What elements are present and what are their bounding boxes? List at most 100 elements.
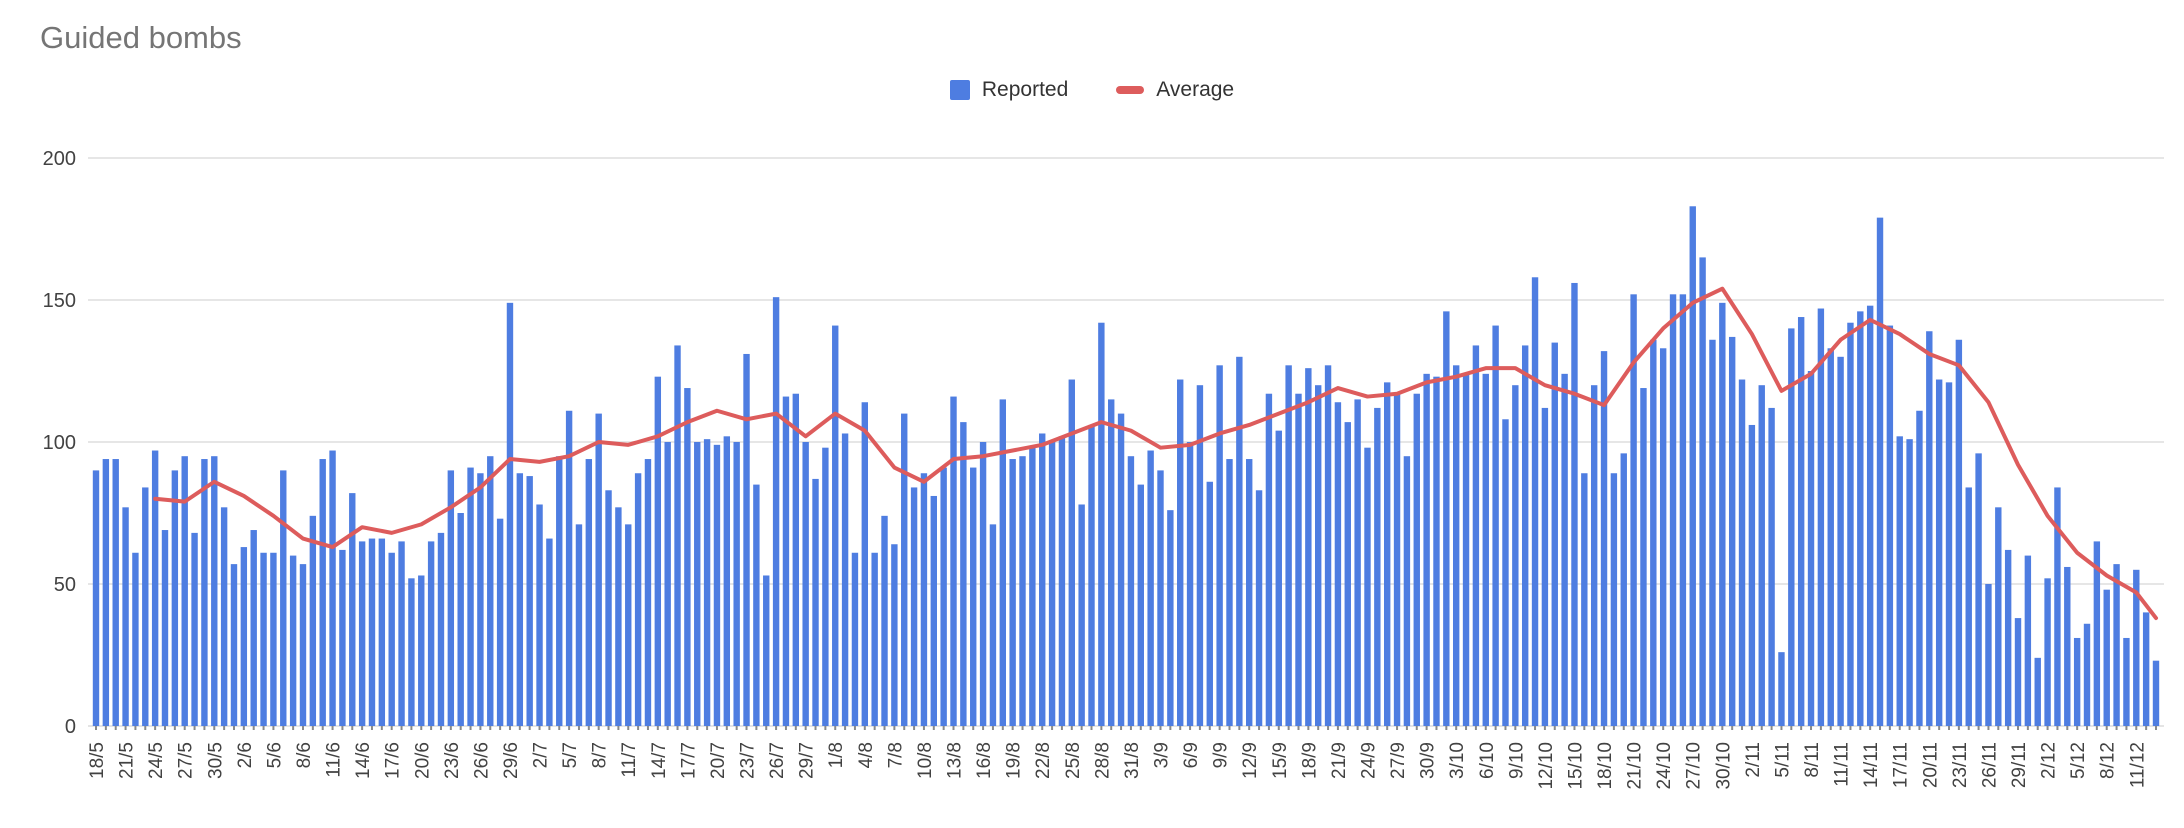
bar[interactable]: [1748, 424, 1756, 726]
bar[interactable]: [585, 459, 593, 726]
bar[interactable]: [260, 552, 267, 726]
bar[interactable]: [1265, 393, 1273, 726]
bar[interactable]: [1334, 402, 1342, 726]
bar[interactable]: [1413, 393, 1420, 726]
bar[interactable]: [634, 473, 642, 726]
bar[interactable]: [1541, 407, 1549, 726]
bar[interactable]: [1650, 339, 1657, 726]
bar[interactable]: [1669, 294, 1677, 726]
bar[interactable]: [763, 575, 770, 726]
bar[interactable]: [1926, 331, 1933, 726]
bar[interactable]: [181, 456, 188, 726]
bar[interactable]: [733, 442, 740, 726]
bar[interactable]: [2064, 566, 2071, 726]
bar[interactable]: [506, 302, 514, 726]
bar[interactable]: [1186, 442, 1194, 726]
bar[interactable]: [378, 538, 386, 726]
bar[interactable]: [1866, 305, 1874, 726]
bar[interactable]: [2123, 637, 2130, 726]
bar[interactable]: [211, 456, 218, 726]
bar[interactable]: [142, 487, 149, 726]
legend-item-reported[interactable]: Reported: [949, 78, 1068, 102]
bar[interactable]: [1551, 342, 1558, 726]
bar[interactable]: [1167, 510, 1174, 726]
bar[interactable]: [1098, 322, 1105, 726]
bar[interactable]: [1462, 373, 1470, 726]
bar[interactable]: [684, 388, 691, 726]
bar[interactable]: [1305, 368, 1312, 726]
bar[interactable]: [408, 578, 415, 726]
bar[interactable]: [329, 450, 336, 726]
bar[interactable]: [122, 507, 129, 726]
bar[interactable]: [960, 422, 967, 726]
bar[interactable]: [674, 345, 681, 726]
bar[interactable]: [2004, 549, 2012, 726]
bar[interactable]: [368, 538, 376, 726]
bar[interactable]: [1916, 410, 1923, 726]
bar[interactable]: [1590, 385, 1598, 726]
bar[interactable]: [703, 439, 711, 726]
bar[interactable]: [970, 467, 977, 726]
bar[interactable]: [270, 552, 277, 726]
bar[interactable]: [2073, 637, 2081, 726]
bar[interactable]: [615, 507, 622, 726]
bar[interactable]: [1531, 277, 1539, 726]
bar[interactable]: [1196, 385, 1204, 726]
bar[interactable]: [398, 541, 405, 726]
bar[interactable]: [2142, 612, 2150, 726]
bar[interactable]: [358, 541, 366, 726]
bar[interactable]: [881, 515, 888, 726]
bar[interactable]: [1620, 453, 1627, 726]
bar[interactable]: [2014, 618, 2022, 726]
bar[interactable]: [1364, 447, 1371, 726]
bar[interactable]: [1009, 459, 1016, 726]
bar[interactable]: [437, 532, 445, 726]
bar[interactable]: [1108, 399, 1115, 726]
bar[interactable]: [1147, 450, 1154, 726]
bar[interactable]: [1502, 419, 1509, 726]
bar[interactable]: [1995, 507, 2002, 726]
bar[interactable]: [575, 524, 583, 726]
bar[interactable]: [901, 413, 908, 726]
bar[interactable]: [1985, 584, 1992, 726]
bar[interactable]: [1226, 459, 1233, 726]
bar[interactable]: [1581, 473, 1588, 726]
bar[interactable]: [1354, 399, 1361, 726]
bar[interactable]: [201, 459, 208, 726]
bar[interactable]: [1906, 439, 1913, 726]
bar[interactable]: [1206, 481, 1213, 726]
bar[interactable]: [1127, 456, 1135, 726]
bar[interactable]: [723, 436, 731, 726]
bar[interactable]: [565, 410, 573, 726]
bar[interactable]: [989, 524, 997, 726]
bar[interactable]: [1078, 504, 1085, 726]
bar[interactable]: [822, 447, 829, 726]
bar[interactable]: [871, 552, 878, 726]
bar[interactable]: [526, 476, 533, 726]
bar[interactable]: [447, 470, 455, 726]
bar[interactable]: [309, 515, 317, 726]
bar[interactable]: [1048, 442, 1056, 726]
bar[interactable]: [161, 530, 169, 726]
bar[interactable]: [654, 376, 662, 726]
bar[interactable]: [802, 442, 809, 726]
bar[interactable]: [1246, 459, 1253, 726]
bar[interactable]: [1738, 379, 1746, 726]
bar[interactable]: [427, 541, 435, 726]
bar[interactable]: [1019, 456, 1026, 726]
bar[interactable]: [1758, 385, 1765, 726]
bar[interactable]: [1039, 433, 1046, 726]
bar[interactable]: [220, 507, 228, 726]
bar[interactable]: [1709, 339, 1716, 726]
legend-item-average[interactable]: Average: [1116, 78, 1234, 102]
bar[interactable]: [1975, 453, 1982, 726]
bar[interactable]: [2093, 541, 2101, 726]
bar[interactable]: [536, 504, 543, 726]
bar[interactable]: [772, 297, 780, 726]
bar[interactable]: [1955, 339, 1963, 726]
bar[interactable]: [625, 524, 632, 726]
bar[interactable]: [132, 552, 139, 726]
bar[interactable]: [1817, 308, 1825, 726]
bar[interactable]: [349, 493, 356, 726]
bar[interactable]: [920, 473, 928, 726]
